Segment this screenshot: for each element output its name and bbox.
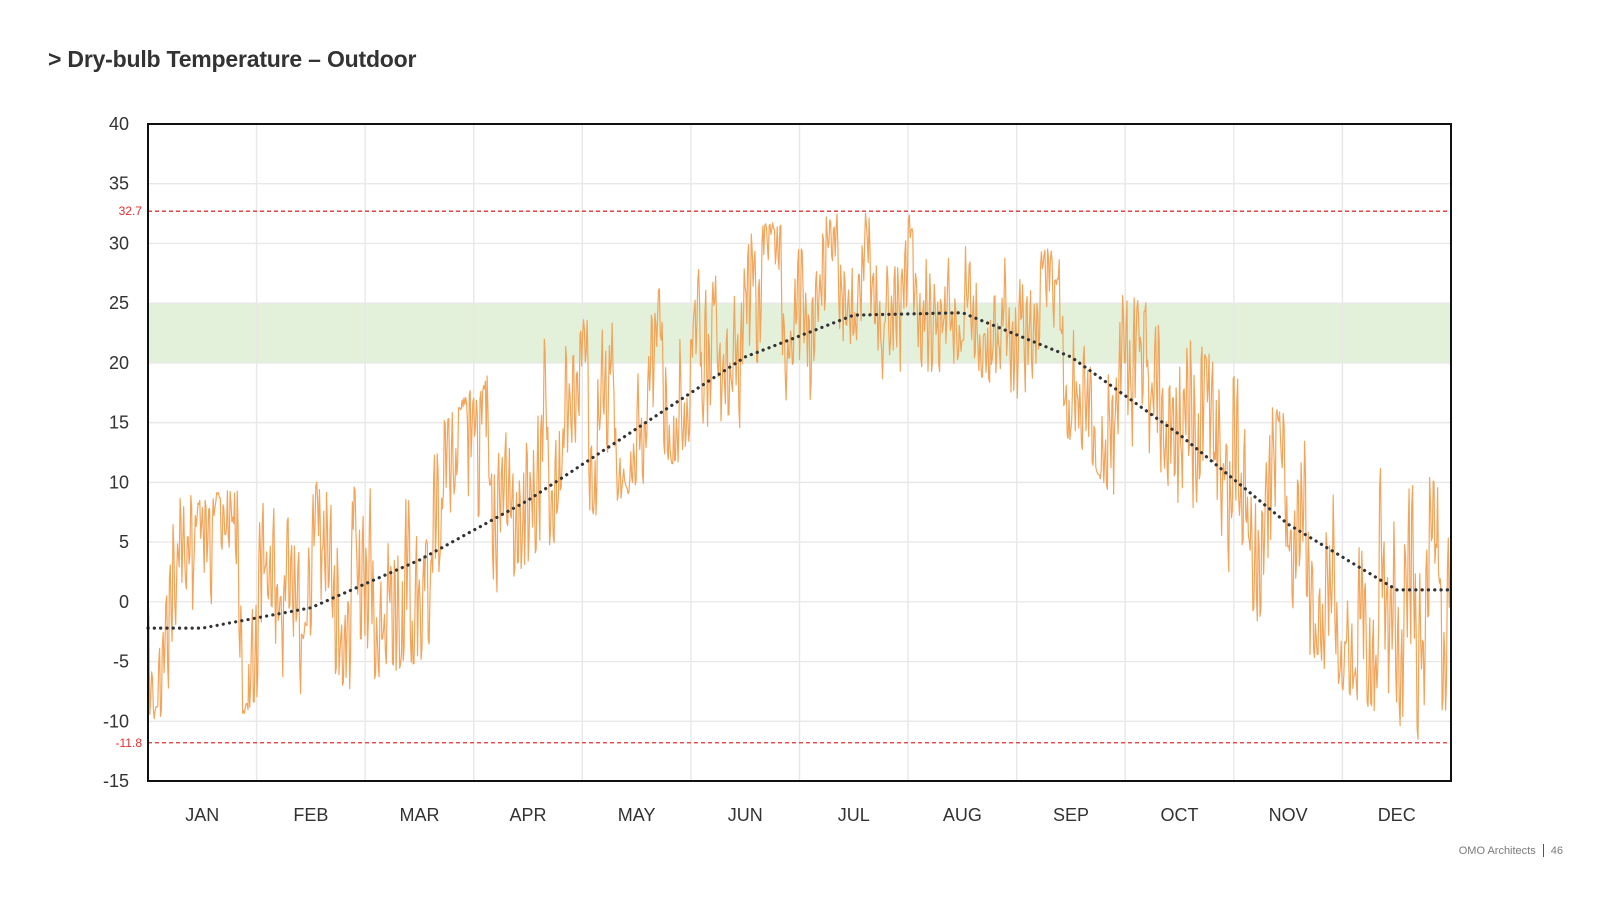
x-month-label: FEB <box>293 805 328 825</box>
x-month-label: MAR <box>399 805 439 825</box>
y-tick-label: 20 <box>109 353 129 373</box>
x-month-label: DEC <box>1378 805 1416 825</box>
y-tick-label: 25 <box>109 293 129 313</box>
temperature-series-line <box>147 212 1452 740</box>
y-tick-label: 35 <box>109 174 129 194</box>
y-tick-label: 5 <box>119 532 129 552</box>
plot-frame <box>147 123 1452 782</box>
y-tick-label: 0 <box>119 592 129 612</box>
min-reference-label: -11.8 <box>116 736 143 750</box>
y-tick-label: 40 <box>109 114 129 134</box>
x-month-label: JAN <box>185 805 219 825</box>
y-tick-label: -5 <box>113 652 129 672</box>
y-tick-label: -10 <box>103 711 129 731</box>
x-month-label: MAY <box>618 805 656 825</box>
x-month-label: AUG <box>943 805 982 825</box>
y-tick-label: -15 <box>103 771 129 791</box>
x-month-label: APR <box>510 805 547 825</box>
trend-line <box>146 311 1453 630</box>
y-tick-label: 10 <box>109 472 129 492</box>
page-number: 46 <box>1550 844 1563 857</box>
x-month-label: SEP <box>1053 805 1089 825</box>
footer-organization: OMO Architects <box>1458 844 1536 857</box>
x-month-label: JUN <box>728 805 763 825</box>
max-reference-label: 32.7 <box>119 204 143 218</box>
x-month-label: JUL <box>838 805 870 825</box>
x-month-label: OCT <box>1161 805 1199 825</box>
slide-title: > Dry-bulb Temperature – Outdoor <box>48 46 417 72</box>
y-tick-label: 30 <box>109 233 129 253</box>
x-month-label: NOV <box>1269 805 1308 825</box>
footer-divider <box>1542 844 1544 857</box>
slide-footer: OMO Architects 46 <box>1459 844 1563 857</box>
y-tick-label: 15 <box>109 413 129 433</box>
